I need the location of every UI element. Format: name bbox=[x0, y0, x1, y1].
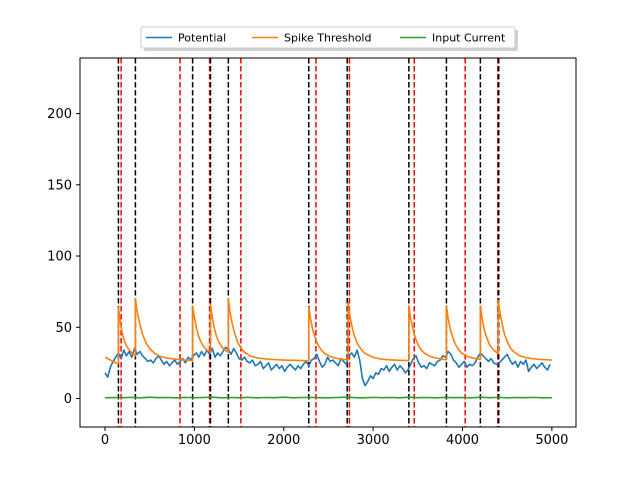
y-tick-label: 200 bbox=[47, 107, 72, 122]
series-lines bbox=[104, 297, 552, 399]
x-tick-label: 4000 bbox=[446, 433, 479, 448]
y-tick-label: 0 bbox=[64, 392, 72, 407]
legend[interactable]: Potential Spike Threshold Input Current bbox=[140, 26, 518, 51]
y-tick-label: 150 bbox=[47, 178, 72, 193]
spike-marker-lines bbox=[117, 58, 500, 427]
x-tick-label: 5000 bbox=[535, 433, 568, 448]
x-tick-label: 1000 bbox=[178, 433, 211, 448]
legend-label-potential: Potential bbox=[178, 32, 226, 45]
x-axis: 0 1000 2000 3000 4000 5000 bbox=[101, 427, 568, 448]
legend-label-input-current: Input Current bbox=[432, 32, 506, 45]
x-tick-label: 0 bbox=[101, 433, 109, 448]
y-tick-label: 50 bbox=[55, 321, 72, 336]
y-tick-label: 100 bbox=[47, 250, 72, 265]
legend-label-spike-threshold: Spike Threshold bbox=[284, 32, 371, 45]
plot-frame bbox=[79, 57, 577, 428]
plot-area bbox=[80, 58, 576, 427]
legend-box bbox=[140, 26, 516, 49]
x-tick-label: 3000 bbox=[357, 433, 390, 448]
y-axis: 0 50 100 150 200 bbox=[47, 107, 80, 407]
x-tick-label: 2000 bbox=[267, 433, 300, 448]
input-current-line bbox=[104, 396, 552, 399]
potential-line bbox=[104, 346, 551, 387]
spike-threshold-line bbox=[104, 297, 552, 365]
